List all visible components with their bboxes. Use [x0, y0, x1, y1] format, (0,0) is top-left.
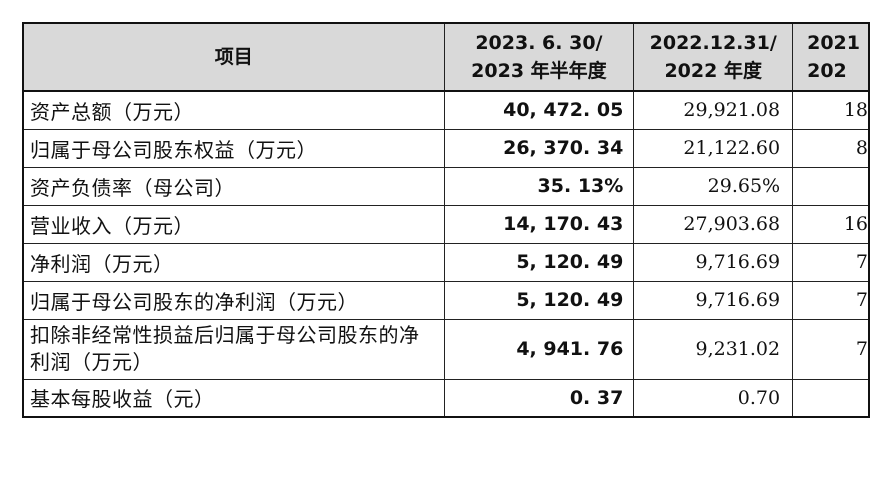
table-row: 资产负债率（母公司） 35. 13% 29.65% — [22, 166, 870, 206]
value-2022: 29,921.08 — [633, 90, 794, 130]
table-row: 扣除非经常性损益后归属于母公司股东的净利润（万元） 4, 941. 76 9,2… — [22, 318, 870, 380]
row-label: 营业收入（万元） — [22, 204, 445, 244]
header-2022-date: 2022.12.31/ — [649, 32, 777, 54]
row-label: 净利润（万元） — [22, 242, 445, 282]
header-2022: 2022.12.31/ 2022 年度 — [633, 22, 794, 92]
value-2023h1: 14, 170. 43 — [443, 204, 635, 244]
value-2021: 7 — [792, 280, 870, 320]
value-2023h1: 4, 941. 76 — [443, 318, 635, 380]
value-2023h1: 26, 370. 34 — [443, 128, 635, 168]
row-label: 基本每股收益（元） — [22, 378, 445, 418]
table-row: 资产总额（万元） 40, 472. 05 29,921.08 18 — [22, 90, 870, 130]
value-2022: 27,903.68 — [633, 204, 794, 244]
table-row: 基本每股收益（元） 0. 37 0.70 — [22, 378, 870, 418]
header-item-label: 项目 — [214, 46, 253, 68]
row-label: 资产负债率（母公司） — [22, 166, 445, 206]
row-label: 归属于母公司股东权益（万元） — [22, 128, 445, 168]
financial-summary-table: 项目 2023. 6. 30/ 2023 年半年度 2022.12.31/ 20… — [22, 22, 870, 418]
header-row: 项目 2023. 6. 30/ 2023 年半年度 2022.12.31/ 20… — [22, 22, 870, 92]
value-2021: 18 — [792, 90, 870, 130]
value-2022: 29.65% — [633, 166, 794, 206]
header-2022-period: 2022 年度 — [664, 60, 762, 82]
value-2023h1: 35. 13% — [443, 166, 635, 206]
row-label: 归属于母公司股东的净利润（万元） — [22, 280, 445, 320]
value-2021 — [792, 166, 870, 206]
value-2022: 9,716.69 — [633, 280, 794, 320]
value-2021 — [792, 378, 870, 418]
table-row: 净利润（万元） 5, 120. 49 9,716.69 7 — [22, 242, 870, 282]
value-2021: 16 — [792, 204, 870, 244]
value-2022: 9,231.02 — [633, 318, 794, 380]
row-label: 资产总额（万元） — [22, 90, 445, 130]
header-2021-date: 2021 — [807, 32, 860, 54]
value-2023h1: 5, 120. 49 — [443, 280, 635, 320]
value-2021: 8 — [792, 128, 870, 168]
header-2021-period: 202 — [807, 60, 847, 82]
value-2022: 9,716.69 — [633, 242, 794, 282]
table-row: 营业收入（万元） 14, 170. 43 27,903.68 16 — [22, 204, 870, 244]
header-item: 项目 — [22, 22, 445, 92]
row-label: 扣除非经常性损益后归属于母公司股东的净利润（万元） — [22, 318, 445, 380]
header-2023h1-period: 2023 年半年度 — [471, 60, 607, 82]
value-2023h1: 5, 120. 49 — [443, 242, 635, 282]
value-2023h1: 40, 472. 05 — [443, 90, 635, 130]
value-2021: 7 — [792, 242, 870, 282]
header-2021: 2021 202 — [792, 22, 870, 92]
value-2023h1: 0. 37 — [443, 378, 635, 418]
value-2021: 7 — [792, 318, 870, 380]
header-2023h1: 2023. 6. 30/ 2023 年半年度 — [443, 22, 635, 92]
table-row: 归属于母公司股东的净利润（万元） 5, 120. 49 9,716.69 7 — [22, 280, 870, 320]
value-2022: 0.70 — [633, 378, 794, 418]
value-2022: 21,122.60 — [633, 128, 794, 168]
table-row: 归属于母公司股东权益（万元） 26, 370. 34 21,122.60 8 — [22, 128, 870, 168]
header-2023h1-date: 2023. 6. 30/ — [475, 32, 603, 54]
